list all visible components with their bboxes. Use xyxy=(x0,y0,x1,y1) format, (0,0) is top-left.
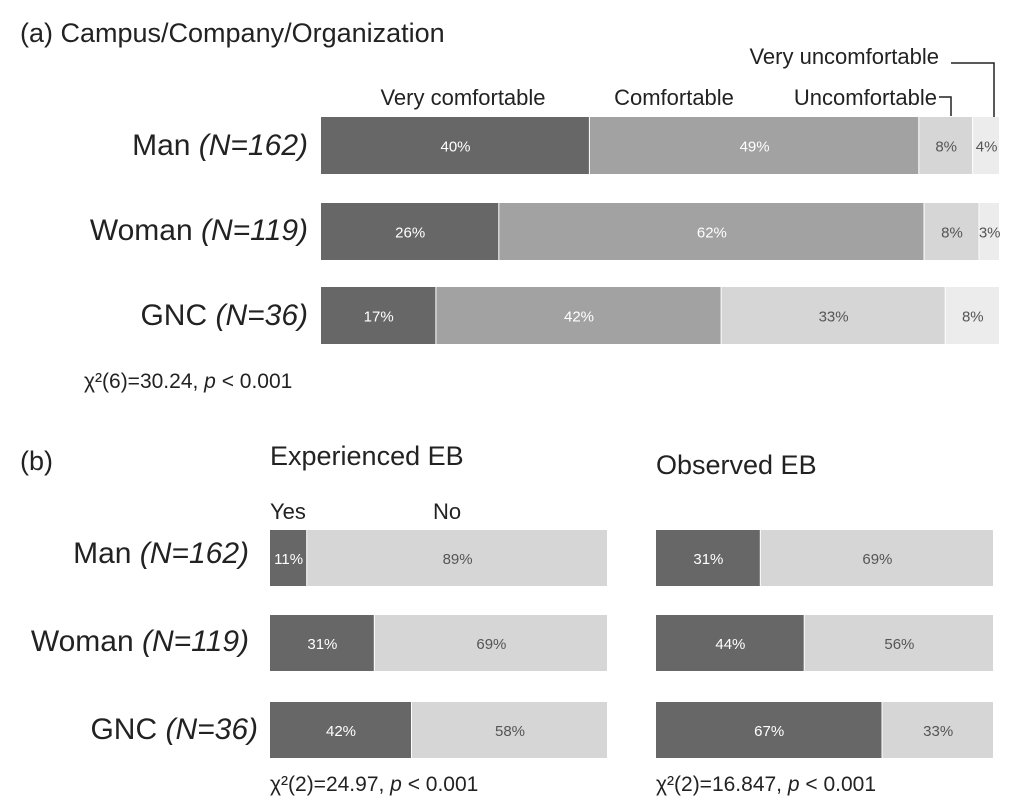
a-data-label-woman-s3: 3% xyxy=(979,225,1001,242)
b-exp-bar-woman-s0 xyxy=(270,615,374,671)
b-exp-data-label-woman-s0: 31% xyxy=(307,636,337,653)
b-exp-data-label-man-s0: 11% xyxy=(274,551,303,568)
a-bar-woman-s3 xyxy=(979,203,999,260)
b-obs-data-label-gnc-s1: 33% xyxy=(923,723,953,740)
a-data-label-man-s2: 8% xyxy=(935,139,957,156)
a-bar-gnc-s1 xyxy=(436,287,721,344)
b-obs-bar-woman-s0 xyxy=(656,615,804,671)
a-bar-woman-s1 xyxy=(499,203,924,260)
row-label-gnc-a: GNC (N=36) xyxy=(140,299,308,332)
leader-line-very-uncomfortable xyxy=(951,62,995,118)
a-data-label-gnc-s3: 8% xyxy=(962,309,984,326)
legend-uncomfortable: Uncomfortable xyxy=(794,85,937,110)
panel-b-label: (b) xyxy=(20,446,53,476)
b-exp-bar-man-s0 xyxy=(270,530,307,586)
b-exp-bar-gnc-s1 xyxy=(412,702,607,758)
b-exp-data-label-gnc-s1: 58% xyxy=(495,723,525,740)
row-label-man-a: Man (N=162) xyxy=(132,129,308,162)
panel-a-bars: 40% 49% 8% 4% 26% 62% 8% 3% 17% 42% 33% 8% xyxy=(321,117,1001,344)
row-label-man-b: Man (N=162) xyxy=(73,537,249,570)
legend-no: No xyxy=(433,499,461,524)
a-data-label-woman-s1: 62% xyxy=(697,225,727,242)
legend-comfortable: Comfortable xyxy=(614,85,734,110)
panel-a-title: (a) Campus/Company/Organization xyxy=(20,18,445,48)
b-exp-bar-gnc-s0 xyxy=(270,702,411,758)
b-obs-data-label-woman-s0: 44% xyxy=(715,636,745,653)
a-bar-woman-s2 xyxy=(924,203,979,260)
a-bar-man-s3 xyxy=(973,117,999,174)
leader-line-uncomfortable xyxy=(939,96,952,116)
a-bar-man-s0 xyxy=(321,117,589,174)
b-obs-bar-gnc-s0 xyxy=(656,702,882,758)
b-exp-bar-man-s1 xyxy=(307,530,607,586)
b-obs-data-label-gnc-s0: 67% xyxy=(754,723,784,740)
legend-very-uncomfortable: Very uncomfortable xyxy=(749,44,939,69)
row-label-woman-b: Woman (N=119) xyxy=(31,625,249,658)
panel-a-statistic: χ²(6)=30.24, p < 0.001 xyxy=(84,370,292,393)
a-data-label-man-s0: 40% xyxy=(440,139,470,156)
b-exp-data-label-gnc-s0: 42% xyxy=(326,723,356,740)
a-data-label-woman-s0: 26% xyxy=(395,225,425,242)
a-bar-gnc-s2 xyxy=(721,287,945,344)
b-obs-data-label-man-s0: 31% xyxy=(693,551,723,568)
a-data-label-man-s1: 49% xyxy=(740,139,770,156)
a-data-label-gnc-s1: 42% xyxy=(564,309,594,326)
legend-very-comfortable: Very comfortable xyxy=(380,85,545,110)
row-label-gnc-b: GNC (N=36) xyxy=(90,713,258,746)
b-obs-data-label-woman-s1: 56% xyxy=(884,636,914,653)
a-data-label-woman-s2: 8% xyxy=(941,225,963,242)
panel-b-observed-bars: 31% 69% 44% 56% 67% 33% xyxy=(656,530,993,758)
a-bar-man-s2 xyxy=(919,117,973,174)
b-obs-bar-gnc-s1 xyxy=(882,702,993,758)
b-obs-bar-woman-s1 xyxy=(804,615,993,671)
a-bar-woman-s0 xyxy=(321,203,499,260)
b-exp-data-label-man-s1: 89% xyxy=(443,551,473,568)
a-bar-gnc-s3 xyxy=(945,287,999,344)
panel-b-observed-statistic: χ²(2)=16.847, p < 0.001 xyxy=(656,773,876,796)
b-exp-bar-woman-s1 xyxy=(374,615,607,671)
b-obs-data-label-man-s1: 69% xyxy=(862,551,892,568)
panel-b-observed-title: Observed EB xyxy=(656,450,817,480)
panel-b-experienced-bars: 11% 89% 31% 69% 42% 58% xyxy=(270,530,607,758)
b-exp-data-label-woman-s1: 69% xyxy=(476,636,506,653)
row-label-woman-a: Woman (N=119) xyxy=(90,214,308,247)
b-obs-bar-man-s1 xyxy=(760,530,993,586)
panel-b-experienced-title: Experienced EB xyxy=(270,441,464,471)
panel-b-experienced-statistic: χ²(2)=24.97, p < 0.001 xyxy=(270,773,478,796)
b-obs-bar-man-s0 xyxy=(656,530,760,586)
a-bar-man-s1 xyxy=(589,117,919,174)
legend-yes: Yes xyxy=(270,499,306,524)
a-bar-gnc-s0 xyxy=(321,287,436,344)
a-data-label-man-s3: 4% xyxy=(976,139,998,156)
a-data-label-gnc-s0: 17% xyxy=(364,309,394,326)
a-data-label-gnc-s2: 33% xyxy=(819,309,849,326)
